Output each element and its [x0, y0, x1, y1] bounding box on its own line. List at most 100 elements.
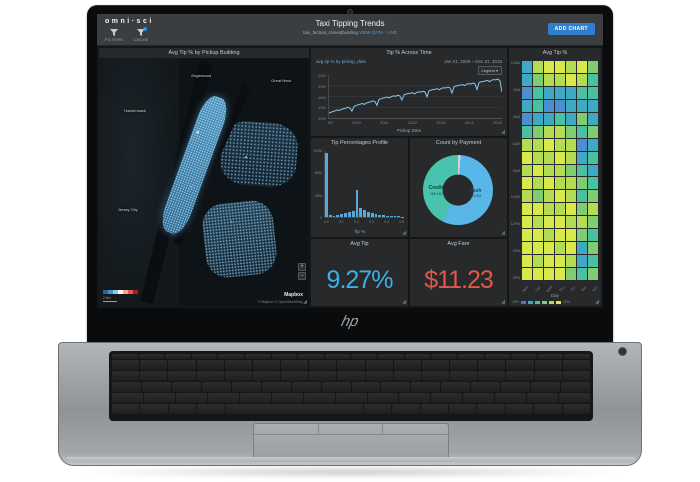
keyboard-key [351, 354, 378, 359]
keyboard-key [431, 393, 463, 403]
resize-handle-icon[interactable] [501, 300, 505, 305]
map-zoom-out-button[interactable]: − [298, 272, 306, 280]
keyboard-key [393, 371, 421, 381]
laptop-base [58, 342, 642, 466]
keyboard-key [420, 404, 448, 414]
keyboard-key [381, 382, 411, 392]
add-chart-button[interactable]: ADD CHART [547, 23, 595, 35]
keyboard-key [309, 360, 337, 370]
map-zoom-in-button[interactable]: + [298, 263, 306, 271]
dashboard-header: omni·sci FILTERS CACHE [97, 14, 603, 46]
mapbox-wordmark[interactable]: Mapbox [284, 292, 303, 298]
legend-toggle[interactable]: Legend ▾ [477, 66, 502, 75]
keyboard-key [562, 360, 590, 370]
avg-fare-title: Avg Fare [447, 241, 470, 247]
avg-tip-value: 9.27% [326, 266, 394, 294]
keyboard-key [140, 360, 168, 370]
keyboard-key [252, 371, 281, 381]
trackpad [253, 423, 449, 461]
resize-handle-icon[interactable] [595, 300, 599, 305]
payment-donut-chart[interactable]: Cash 223.5M Credit 169.1M [423, 155, 493, 225]
keyboard-key [450, 371, 478, 381]
avg-tip-panel: Avg Tip 9.27% [311, 239, 408, 306]
keyboard-key [537, 354, 564, 359]
tip-across-time-panel: Tip % Across Time avg tip % by pickup_da… [311, 48, 507, 136]
keyboard-key [441, 382, 471, 392]
keyboard-key [495, 393, 527, 403]
laptop-front-edge [67, 457, 635, 462]
dashboard-title: Taxi Tipping Trends [315, 19, 385, 28]
keyboard [109, 351, 593, 421]
keyboard-key [112, 404, 140, 414]
keyboard-key [411, 382, 441, 392]
resize-handle-icon[interactable] [303, 300, 307, 305]
donut-hole [442, 174, 474, 206]
keyboard-key [431, 354, 457, 359]
keyboard-key [484, 354, 511, 359]
map-place-label: Jersey City [117, 206, 138, 212]
keyboard-key [324, 354, 351, 359]
cache-button[interactable]: CACHE [133, 27, 149, 42]
keyboard-key [309, 371, 337, 381]
laptop-lid: omni·sci FILTERS CACHE [87, 5, 613, 343]
keyboard-key [207, 393, 239, 403]
keyboard-key [112, 354, 138, 359]
filters-button[interactable]: FILTERS [105, 29, 123, 42]
keyboard-key [112, 371, 140, 381]
keyboard-key [337, 371, 365, 381]
keyboard-key [511, 354, 537, 359]
trackpad-button-separator [382, 424, 384, 434]
map-hotspot-dots [99, 58, 309, 306]
keyboard-key [501, 382, 531, 392]
keyboard-key [378, 354, 404, 359]
keyboard-key [112, 382, 141, 392]
keyboard-key [196, 371, 224, 381]
avg-fare-value: $11.23 [424, 266, 494, 294]
line-x-axis-label: Pickup Date [396, 128, 422, 133]
tip-profile-bars[interactable] [324, 151, 405, 218]
heatmap-color-legend: 10% 22% [512, 300, 571, 304]
keyboard-key [457, 354, 484, 359]
keyboard-key [112, 393, 143, 403]
keyboard-key [559, 393, 591, 403]
keyboard-key [138, 354, 165, 359]
resize-handle-icon[interactable] [402, 300, 406, 305]
resize-handle-icon[interactable] [402, 231, 406, 236]
line-panel-title: Tip % Across Time [386, 50, 432, 56]
trackpad-button-separator [318, 424, 320, 434]
keyboard-key [399, 393, 431, 403]
resize-handle-icon[interactable] [501, 130, 505, 135]
keyboard-key [321, 382, 351, 392]
keyboard-key [506, 360, 534, 370]
data-source-link[interactable]: VIEW DATA [359, 30, 384, 35]
resize-handle-icon[interactable] [501, 231, 505, 236]
map-attribution[interactable]: © Mapbox © OpenStreetMap [257, 300, 303, 304]
dashboard-screen: omni·sci FILTERS CACHE [97, 14, 603, 308]
keyboard-key [463, 393, 495, 403]
keyboard-key [335, 393, 367, 403]
payment-panel: Count by Payment Cash 223.5M Credit 169.1M [410, 138, 507, 237]
profile-x-ticks: 0.0 0.1 0.2 0.3 0.4 0.5 [324, 220, 404, 224]
subtitle-extra: · LIVE [384, 30, 397, 35]
laptop-shadow [70, 466, 630, 478]
tip-time-line-chart[interactable] [328, 75, 502, 119]
keyboard-key [171, 382, 201, 392]
heatmap-row-labels: 12AM 2AM 4AM 6AM 8AM 10AM 12PM 2PM 4PM [510, 61, 520, 280]
tip-heatmap-grid[interactable] [522, 61, 598, 280]
tip-heatmap-panel: Avg Tip % 12AM 2AM 4AM 6AM 8AM 10AM 12PM 2PM 4PM… [509, 48, 601, 306]
keyboard-key [261, 382, 291, 392]
keyboard-key [201, 382, 231, 392]
profile-x-axis-label: Tip % [353, 229, 366, 234]
keyboard-key [448, 404, 477, 414]
keyboard-key [168, 404, 197, 414]
donut-slice-label: Cash 223.5M [469, 187, 482, 199]
line-measure-label: avg tip % by pickup_date [316, 59, 367, 64]
keyboard-key [140, 371, 168, 381]
pickup-building-map[interactable]: Englewood Great Neck Hackensack Jersey City… [99, 58, 309, 306]
cache-funnel-icon [137, 27, 148, 36]
heatmap-x-axis-label: Day [550, 293, 559, 298]
keyboard-key [351, 382, 381, 392]
keyboard-key [224, 360, 252, 370]
keyboard-key [231, 382, 261, 392]
map-scale-bar: 2 km [103, 296, 117, 302]
